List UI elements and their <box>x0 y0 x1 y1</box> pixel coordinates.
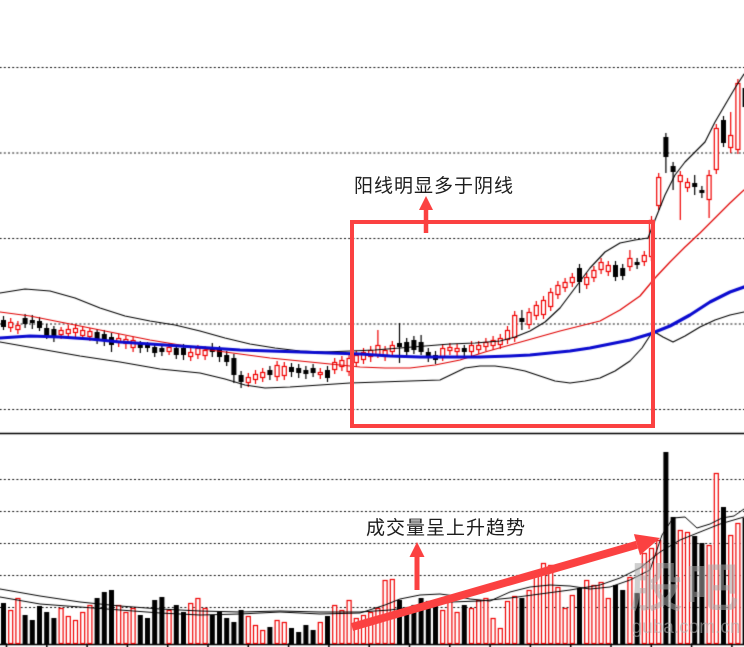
watermark: 股吧 guba.com.cn <box>628 563 744 637</box>
highlight-box-annotation <box>350 220 655 428</box>
candles-note-text: 阳线明显多于阴线 <box>354 176 515 197</box>
watermark-url-text: guba.com.cn <box>631 617 741 638</box>
volume-note-text: 成交量呈上升趋势 <box>366 518 527 539</box>
watermark-logo-text: 股吧 <box>629 560 742 618</box>
